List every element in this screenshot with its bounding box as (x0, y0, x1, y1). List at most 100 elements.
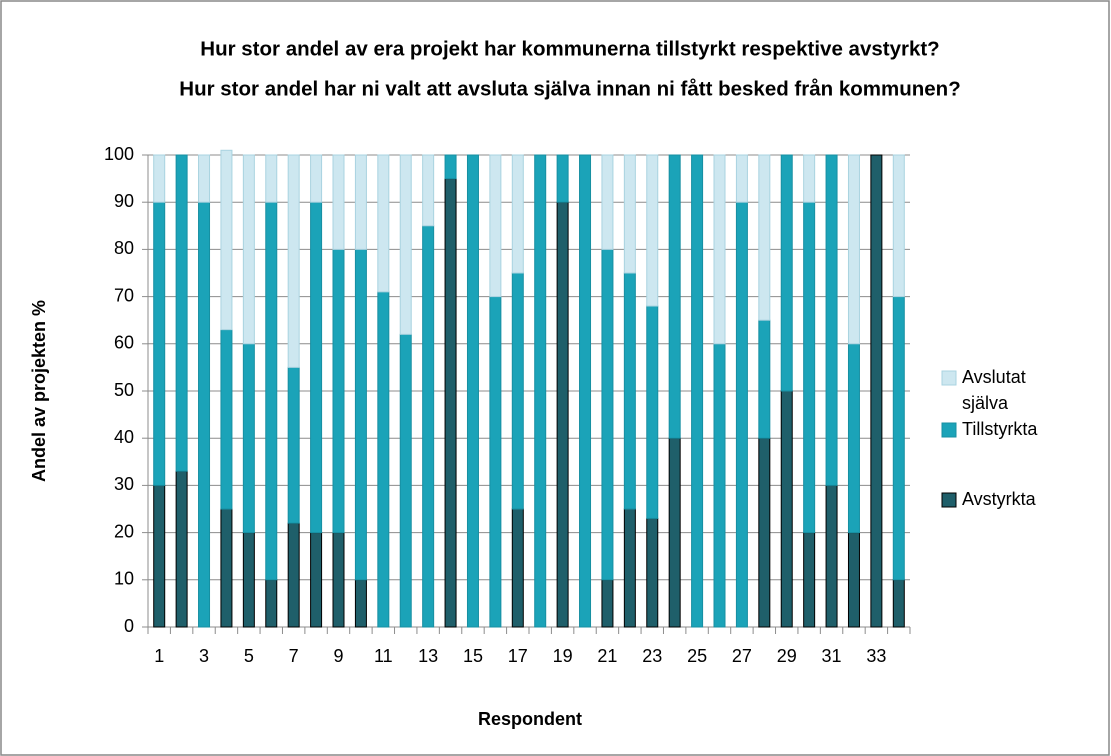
bar-segment (466, 154, 479, 628)
bar-segment (220, 149, 233, 331)
y-tick-label: 50 (114, 380, 134, 400)
bar-segment (579, 154, 592, 628)
bar-segment (175, 470, 188, 628)
x-tick-label: 7 (289, 646, 299, 666)
bar-segment (623, 154, 636, 274)
bar-segment (354, 248, 367, 581)
bar-segment (803, 201, 816, 534)
bar-segment (198, 201, 211, 628)
x-tick-label: 31 (822, 646, 842, 666)
y-axis-label: Andel av projekten % (29, 300, 49, 482)
bar-segment (265, 579, 278, 628)
bar-segment (646, 305, 659, 519)
bar-segment (153, 154, 166, 203)
bar-segment (623, 272, 636, 510)
bar-segment (713, 343, 726, 628)
bar-segment (668, 154, 681, 439)
bar-segment (847, 343, 860, 534)
x-tick-label: 25 (687, 646, 707, 666)
bar-segment (377, 291, 390, 628)
chart-title: Hur stor andel har ni valt att avsluta s… (179, 77, 960, 100)
bar-segment (735, 154, 748, 203)
bar-segment (646, 517, 659, 628)
bar-segment (623, 508, 636, 628)
bar-segment (399, 154, 412, 335)
bar-segment (847, 154, 860, 345)
bar-segment (489, 296, 502, 628)
bar-segment (511, 508, 524, 628)
bar-segment (444, 178, 457, 628)
bar-segment (332, 154, 345, 250)
x-axis-label: Respondent (478, 709, 582, 729)
bar-segment (825, 154, 838, 486)
bar-segment (511, 154, 524, 274)
bar-segment (691, 154, 704, 628)
bar-segment (870, 154, 883, 628)
bar-segment (511, 272, 524, 510)
y-tick-label: 10 (114, 569, 134, 589)
x-tick-label: 29 (777, 646, 797, 666)
bar-segment (803, 532, 816, 628)
bar-segment (758, 154, 771, 321)
x-tick-label: 27 (732, 646, 752, 666)
bar-segment (646, 154, 659, 307)
bar-segment (220, 508, 233, 628)
x-tick-label: 21 (597, 646, 617, 666)
bar-segment (780, 390, 793, 628)
y-tick-label: 80 (114, 238, 134, 258)
bar-segment (175, 154, 188, 472)
bar-segment (780, 154, 793, 392)
bar-segment (354, 579, 367, 628)
x-tick-label: 5 (244, 646, 254, 666)
y-tick-label: 70 (114, 285, 134, 305)
y-tick-label: 20 (114, 521, 134, 541)
bar-segment (287, 366, 300, 524)
bar-segment (332, 532, 345, 628)
x-tick-label: 33 (866, 646, 886, 666)
y-tick-label: 40 (114, 427, 134, 447)
bar-segment (668, 437, 681, 628)
bar-segment (220, 329, 233, 510)
bar-segment (601, 248, 614, 581)
bar-segment (242, 154, 255, 345)
x-tick-label: 17 (508, 646, 528, 666)
x-tick-label: 1 (154, 646, 164, 666)
bar-segment (601, 579, 614, 628)
y-tick-label: 90 (114, 191, 134, 211)
bar-segment (399, 333, 412, 628)
bar-segment (354, 154, 367, 250)
legend-label: Tillstyrkta (962, 419, 1038, 439)
legend-label: Avslutat själva (962, 367, 1026, 413)
legend-swatch (941, 422, 957, 438)
bar-segment (422, 225, 435, 628)
x-tick-label: 3 (199, 646, 209, 666)
chart-title: Hur stor andel av era projekt har kommun… (200, 37, 939, 60)
x-tick-label: 13 (418, 646, 438, 666)
bar-segment (803, 154, 816, 203)
legend-swatch (941, 492, 957, 508)
bar-segment (892, 296, 905, 581)
bar-segment (735, 201, 748, 628)
bar-segment (153, 484, 166, 628)
bar-segment (713, 154, 726, 345)
bar-segment (444, 154, 457, 180)
bar-segment (265, 201, 278, 581)
x-tick-label: 11 (374, 646, 393, 666)
y-tick-label: 100 (104, 144, 134, 164)
x-tick-label: 9 (333, 646, 343, 666)
x-tick-label: 19 (553, 646, 573, 666)
bar-segment (601, 154, 614, 250)
bar-segment (310, 201, 323, 534)
y-tick-label: 60 (114, 333, 134, 353)
bar-segment (287, 154, 300, 368)
bar-segment (242, 343, 255, 534)
bar-segment (825, 484, 838, 628)
bar-segment (489, 154, 502, 298)
bar-segment (556, 201, 569, 628)
bar-segment (534, 154, 547, 628)
bar-segment (287, 522, 300, 628)
bar-segment (377, 154, 390, 293)
bar-segment (847, 532, 860, 628)
bar-segment (758, 437, 771, 628)
bar-segment (332, 248, 345, 534)
